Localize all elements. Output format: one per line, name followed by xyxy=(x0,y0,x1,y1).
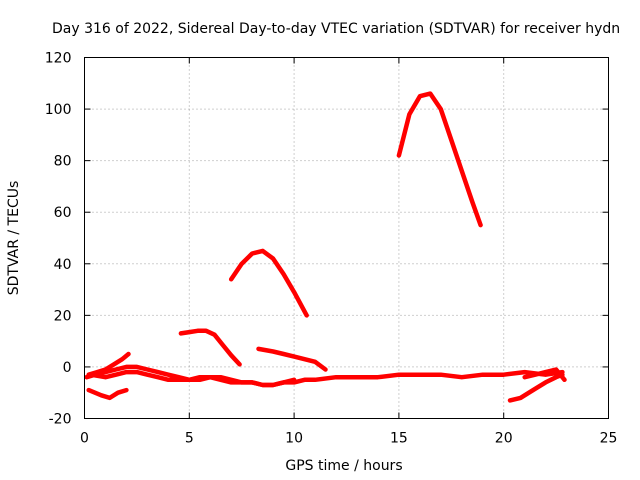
y-tick-label: 0 xyxy=(63,360,72,376)
x-tick-label: 15 xyxy=(390,431,408,447)
plot-frame xyxy=(84,57,609,419)
x-tick-label: 20 xyxy=(495,431,513,447)
x-tick-label: 25 xyxy=(600,431,618,447)
y-tick-label: 80 xyxy=(54,154,72,170)
series-line-arc-6 xyxy=(228,248,309,318)
y-axis-ticks: -20 0 20 40 60 80 100 120 xyxy=(45,51,609,428)
series-group xyxy=(84,91,567,403)
series-line-arc-9 xyxy=(507,372,565,403)
y-tick-label: 60 xyxy=(54,205,72,221)
series-line-arc-3 xyxy=(88,369,297,388)
x-axis-ticks: 0 5 10 15 20 25 xyxy=(80,57,618,447)
x-tick-label: 0 xyxy=(80,431,89,447)
y-tick-label: 40 xyxy=(54,257,72,273)
x-tick-label: 10 xyxy=(285,431,303,447)
series-line-arc-5 xyxy=(178,328,242,367)
grid xyxy=(84,57,609,419)
series-line-arc-8 xyxy=(396,91,483,228)
y-axis-label: SDTVAR / TECUs xyxy=(6,181,22,296)
x-axis-label: GPS time / hours xyxy=(285,458,402,474)
x-tick-label: 5 xyxy=(185,431,194,447)
series-line-arc-10 xyxy=(522,367,567,383)
y-tick-label: 100 xyxy=(45,102,72,118)
y-tick-label: 120 xyxy=(45,51,72,67)
y-tick-label: 20 xyxy=(54,308,72,324)
series-line-arc-4 xyxy=(86,387,129,401)
series-line-arc-7 xyxy=(256,346,328,372)
chart-title: Day 316 of 2022, Sidereal Day-to-day VTE… xyxy=(52,21,620,37)
y-tick-label: -20 xyxy=(49,412,72,428)
